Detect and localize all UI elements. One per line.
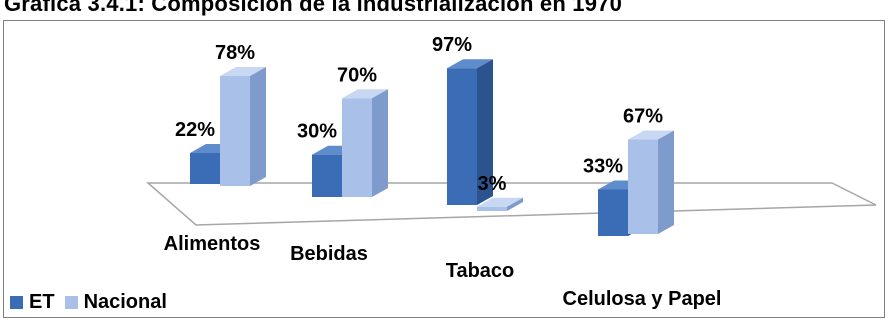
bar-side-et-tabaco <box>477 59 493 206</box>
legend-item-nacional: Nacional <box>64 291 167 314</box>
data-label-nacional-bebidas: 70% <box>337 64 377 86</box>
bar-nacional-alimentos <box>220 76 250 186</box>
bar-top-nacional-tabaco <box>477 197 523 207</box>
data-label-nacional-celulosa-y-papel: 67% <box>623 106 663 128</box>
bar-et-alimentos <box>190 152 220 184</box>
bar-side-nacional-bebidas <box>372 89 388 197</box>
data-label-nacional-alimentos: 78% <box>215 42 255 64</box>
data-label-nacional-tabaco: 3% <box>478 173 507 195</box>
bar-top-nacional-alimentos <box>220 67 266 77</box>
category-label-tabaco: Tabaco <box>446 260 515 282</box>
data-label-et-celulosa-y-papel: 33% <box>583 155 623 177</box>
category-label-celulosa-y-papel: Celulosa y Papel <box>563 288 722 310</box>
bar-top-nacional-bebidas <box>342 89 388 99</box>
category-label-bebidas: Bebidas <box>290 243 368 265</box>
legend-swatch-nacional <box>64 296 78 309</box>
legend-swatch-et <box>10 296 23 309</box>
legend-item-et: ET <box>10 291 55 314</box>
bar-top-et-tabaco <box>447 59 493 69</box>
data-label-et-bebidas: 30% <box>297 121 337 143</box>
chart-title: Gráfica 3.4.1: Composición de la industr… <box>4 0 623 16</box>
bar-nacional-bebidas <box>342 98 372 197</box>
legend-label-nacional: Nacional <box>83 291 167 313</box>
bar-top-nacional-celulosa-y-papel <box>628 130 674 140</box>
bar-et-bebidas <box>312 154 342 197</box>
bar-side-nacional-tabaco <box>507 197 523 211</box>
data-label-et-alimentos: 22% <box>175 119 215 141</box>
legend: ET Nacional <box>10 291 177 314</box>
data-label-et-tabaco: 97% <box>432 34 472 56</box>
bar-et-tabaco <box>447 68 477 205</box>
bar-nacional-celulosa-y-papel <box>628 139 658 234</box>
bar-et-celulosa-y-papel <box>598 189 628 236</box>
bar-side-nacional-alimentos <box>250 67 266 186</box>
bar-nacional-tabaco <box>477 206 507 211</box>
legend-label-et: ET <box>29 291 55 313</box>
category-label-alimentos: Alimentos <box>164 233 261 255</box>
bar-side-nacional-celulosa-y-papel <box>658 130 674 234</box>
chart-frame <box>3 20 885 318</box>
